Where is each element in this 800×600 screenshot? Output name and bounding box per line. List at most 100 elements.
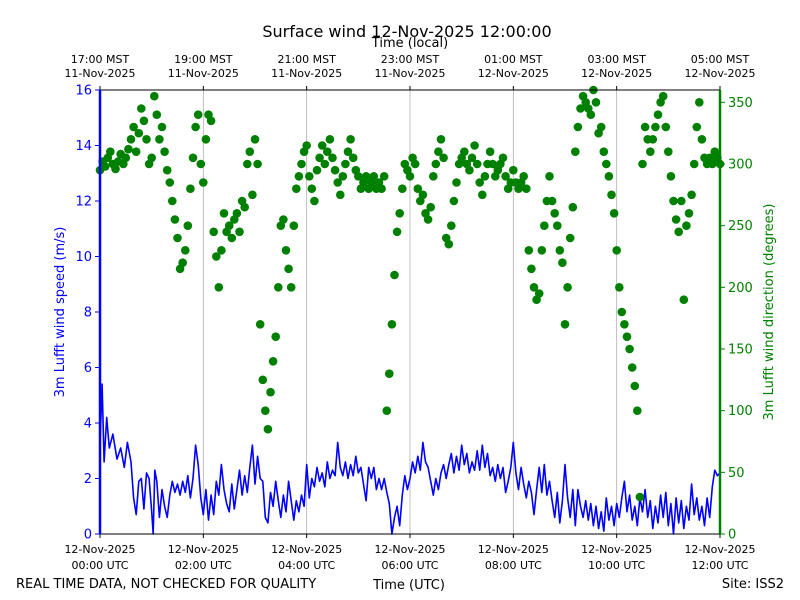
direction-point — [124, 144, 133, 154]
direction-point — [604, 172, 614, 181]
direction-point — [341, 159, 350, 169]
direction-point — [196, 159, 206, 169]
direction-point — [170, 215, 180, 224]
direction-point — [485, 147, 495, 156]
direction-point — [392, 227, 402, 237]
direction-point — [651, 122, 660, 132]
direction-point — [661, 122, 671, 132]
direction-point — [106, 147, 115, 156]
local-tick-time: 01:00 MST — [484, 53, 543, 66]
direction-point — [630, 381, 640, 391]
direction-point — [596, 122, 606, 132]
local-tick-date: 11-Nov-2025 — [64, 67, 135, 80]
direction-point — [312, 165, 322, 175]
direction-series — [95, 85, 725, 502]
direction-point — [160, 147, 169, 156]
direction-point — [343, 147, 353, 156]
direction-point — [181, 246, 190, 255]
direction-point — [607, 190, 616, 200]
direction-point — [674, 227, 683, 237]
direction-point — [640, 122, 650, 132]
direction-point — [522, 184, 531, 193]
direction-point — [126, 135, 136, 144]
direction-point — [134, 128, 144, 138]
direction-point — [289, 221, 299, 230]
direction-point — [348, 153, 358, 163]
direction-axis-ticks: 0 50 100 150 200 250 300 350 — [720, 96, 753, 543]
direction-point — [377, 184, 386, 193]
direction-point — [294, 172, 304, 181]
local-tick-date: 12-Nov-2025 — [478, 67, 549, 80]
direction-point — [137, 104, 146, 113]
direction-point — [413, 184, 423, 193]
direction-point — [627, 363, 637, 372]
direction-point — [390, 270, 399, 280]
direction-point — [307, 184, 317, 193]
direction-point — [147, 153, 156, 163]
direction-point — [328, 153, 337, 163]
direction-point — [697, 135, 707, 144]
direction-point — [563, 283, 572, 292]
direction-point — [162, 165, 172, 175]
direction-point — [488, 159, 498, 169]
direction-point — [178, 258, 187, 268]
direction-point — [560, 320, 570, 329]
direction-point — [227, 233, 237, 243]
direction-point — [410, 159, 420, 169]
direction-point — [527, 264, 536, 274]
direction-point — [142, 135, 151, 144]
direction-point — [183, 221, 193, 230]
utc-tick-date: 12-Nov-2025 — [374, 543, 445, 556]
direction-point — [646, 147, 655, 156]
direction-point — [325, 135, 335, 144]
direction-point — [622, 332, 632, 342]
direction-point — [212, 252, 221, 261]
direction-point — [361, 172, 371, 181]
direction-point — [191, 122, 200, 132]
direction-point — [398, 184, 407, 193]
local-tick-date: 12-Nov-2025 — [581, 67, 652, 80]
direction-point — [439, 153, 448, 163]
direction-point — [165, 178, 175, 187]
direction-point — [689, 159, 699, 169]
speed-series — [99, 383, 721, 535]
direction-point — [111, 164, 120, 174]
direction-point — [682, 221, 691, 230]
direction-tick-label: 150 — [728, 343, 753, 358]
top-axis-label: Time (local) — [371, 36, 448, 51]
direction-point — [418, 190, 428, 200]
speed-tick-label: 6 — [84, 361, 92, 376]
speed-tick-label: 12 — [75, 195, 92, 210]
direction-point — [633, 406, 642, 416]
direction-point — [323, 147, 332, 156]
utc-tick-time: 10:00 UTC — [588, 559, 645, 572]
direction-point — [209, 227, 218, 237]
direction-point — [558, 258, 567, 268]
direction-point — [501, 172, 510, 181]
local-tick-date: 11-Nov-2025 — [271, 67, 342, 80]
direction-point — [695, 98, 704, 107]
direction-point — [150, 91, 159, 101]
direction-point — [431, 159, 441, 169]
direction-point — [382, 406, 392, 416]
direction-point — [429, 172, 438, 181]
direction-point — [336, 190, 345, 200]
direction-point — [565, 233, 575, 243]
direction-point — [519, 172, 528, 181]
direction-tick-label: 0 — [728, 528, 736, 543]
direction-point — [444, 239, 454, 249]
direction-point — [279, 215, 288, 224]
direction-point — [286, 283, 296, 292]
direction-point — [708, 159, 717, 169]
direction-point — [338, 172, 348, 181]
grid-lines — [202, 90, 618, 534]
direction-point — [274, 283, 283, 292]
direction-point — [692, 122, 702, 132]
utc-tick-date: 12-Nov-2025 — [684, 543, 755, 556]
direction-point — [472, 159, 482, 169]
direction-point — [199, 178, 208, 187]
direction-point — [452, 178, 461, 187]
site-label: Site: ISS2 — [722, 577, 784, 592]
